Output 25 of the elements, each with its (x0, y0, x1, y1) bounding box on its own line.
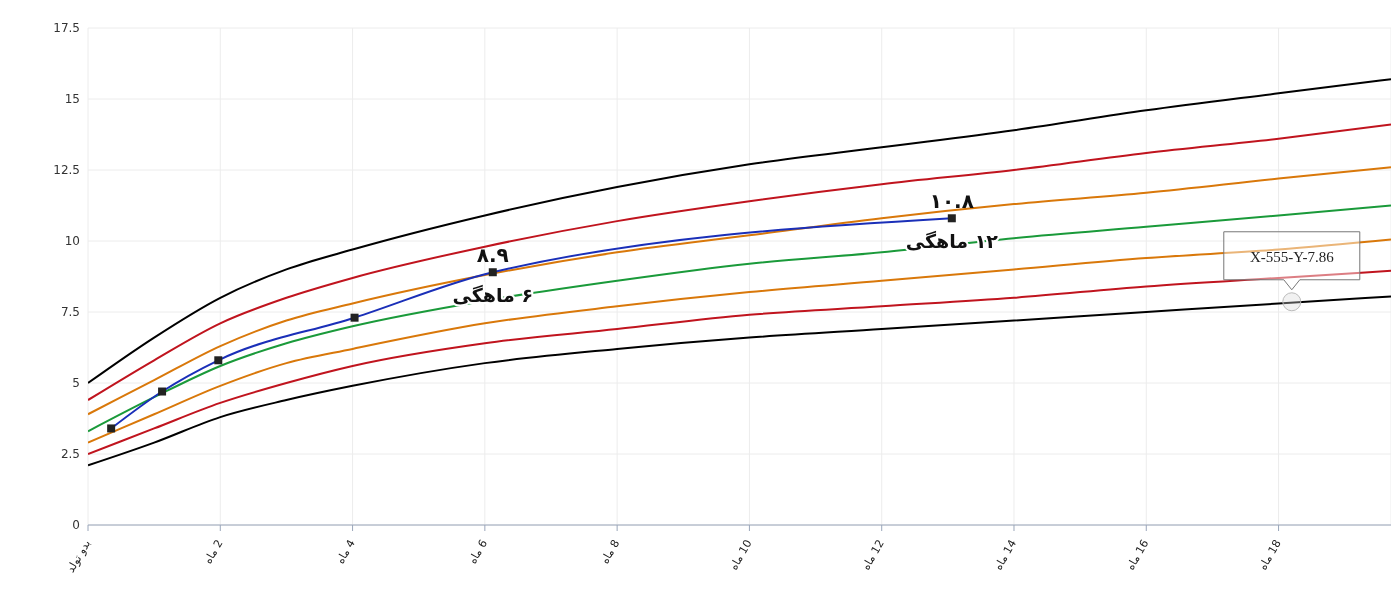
y-tick-label: 15 (64, 92, 80, 107)
x-tick-label: 6 ماه (466, 537, 491, 567)
y-tick-label: 12.5 (53, 163, 80, 178)
x-tick-label: 8 ماه (598, 537, 623, 567)
y-tick-label: 5 (72, 376, 80, 391)
line-series (88, 123, 1391, 402)
x-tick-label: بدو تولد (64, 537, 94, 575)
y-tick-label: 2.5 (60, 447, 80, 462)
x-tick-label: 12 ماه (859, 537, 887, 573)
data-label: ۸.۹ (476, 243, 509, 268)
x-tick-label: 16 ماه (1123, 537, 1152, 573)
line-series (88, 78, 1391, 384)
x-tick-label: 2 ماه (201, 537, 226, 567)
x-tick-label: 18 ماه (1256, 537, 1284, 573)
y-tick-label: 17.5 (53, 21, 80, 36)
x-tick-label: 14 ماه (991, 537, 1020, 573)
line-series (88, 166, 1391, 416)
line-series (88, 269, 1391, 455)
annotation: X-555-Y-7.86 (1249, 248, 1335, 265)
x-tick-label: 10 ماه (727, 537, 755, 573)
x-tick-label: 4 ماه (333, 537, 358, 567)
y-tick-label: 10 (64, 234, 80, 249)
data-label: ۱۰.۸ (929, 189, 974, 214)
y-tick-label: 0 (72, 518, 80, 533)
y-tick-label: 7.5 (60, 305, 80, 320)
